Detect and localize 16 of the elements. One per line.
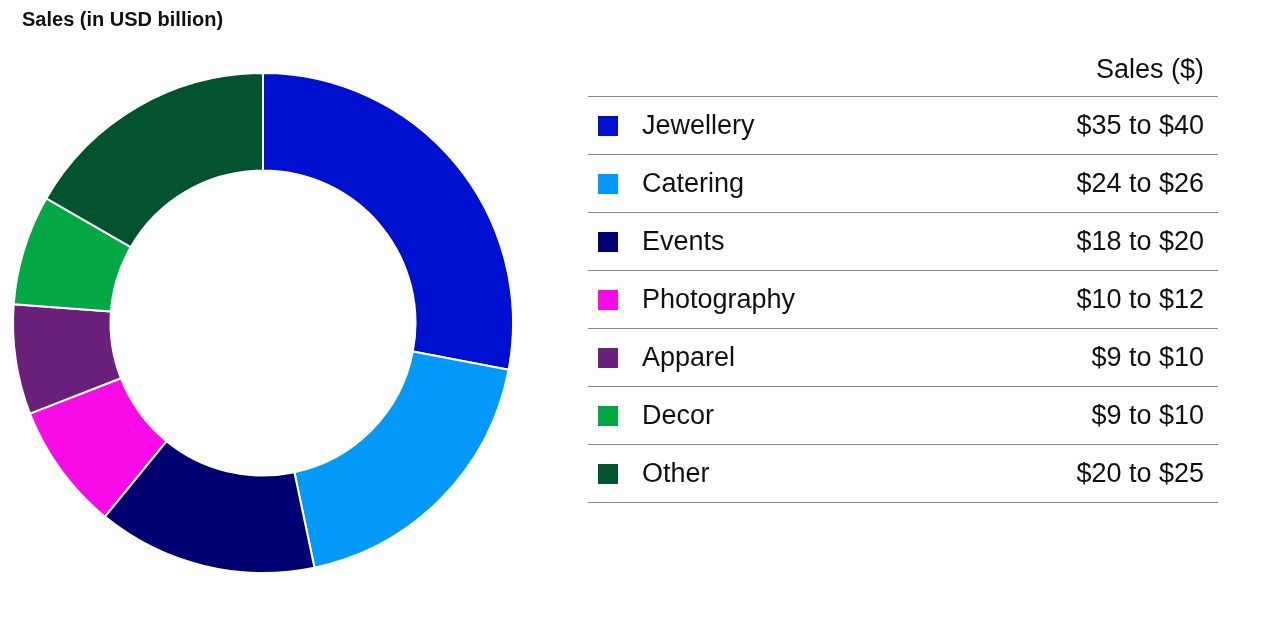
- legend-label: Photography: [642, 284, 797, 315]
- legend-label: Catering: [642, 168, 746, 199]
- text: $35 to $40: [1076, 110, 1205, 141]
- legend-title: Sales ($): [1094, 54, 1205, 86]
- legend-label: Other: [642, 458, 711, 489]
- chart-title: Sales (in USD billion): [22, 8, 225, 32]
- legend-label: Apparel: [642, 342, 737, 373]
- text: $10 to $12: [1076, 284, 1205, 315]
- text: $20 to $25: [1076, 458, 1205, 489]
- legend-label: Events: [642, 226, 726, 257]
- text: $18 to $20: [1076, 226, 1205, 257]
- text: $9 to $10: [1091, 342, 1205, 373]
- text: $9 to $10: [1091, 400, 1205, 431]
- text: $24 to $26: [1076, 168, 1205, 199]
- legend-label: Decor: [642, 400, 716, 431]
- legend-label: Jewellery: [642, 110, 756, 141]
